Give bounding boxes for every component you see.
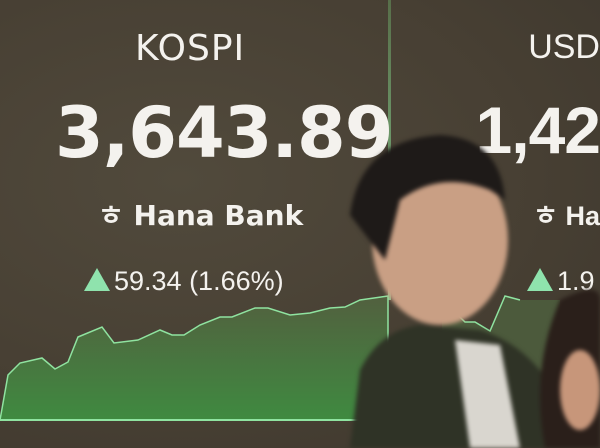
sponsor-name: Ha [565,201,600,231]
kospi-change: 59.34 (1.66%) [84,266,284,297]
triangle-up-icon [84,268,110,291]
kospi-label: KOSPI [135,28,246,69]
hana-bank-logo-icon: ㅎ [533,201,558,231]
hana-bank-logo-icon: ㅎ [98,199,124,232]
kospi-sponsor: ㅎ Hana Bank [98,194,303,234]
usd-sponsor: ㅎ Ha [533,194,600,233]
usd-label: USD [528,28,600,66]
change-text: 59.34 (1.66%) [114,266,284,296]
sponsor-name: Hana Bank [133,199,304,232]
kospi-value: 3,643.89 [55,92,393,174]
kospi-chart-line [0,295,389,421]
triangle-up-icon [527,268,553,291]
usd-value: 1,42 [475,93,600,167]
kospi-chart-area [0,296,388,420]
